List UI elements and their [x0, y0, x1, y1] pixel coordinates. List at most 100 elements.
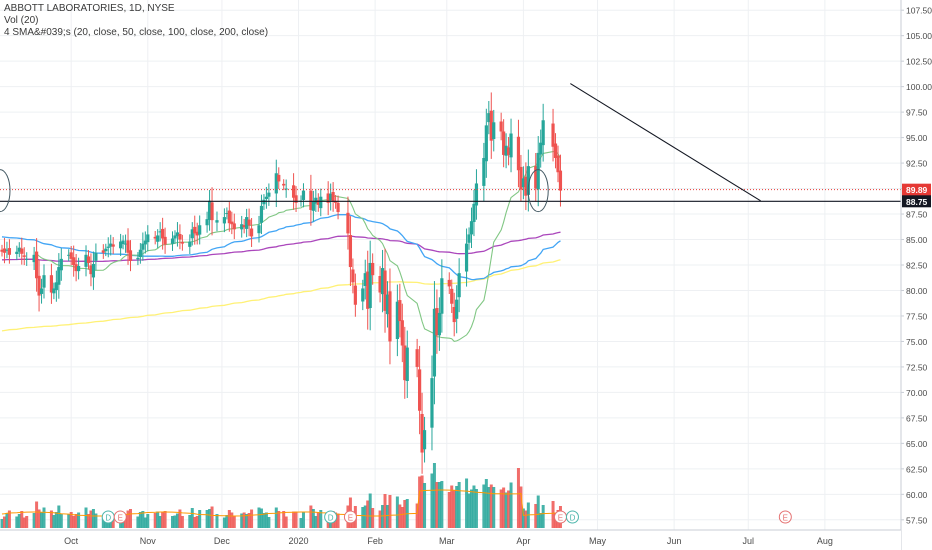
candle-body	[291, 185, 296, 198]
candle-body	[77, 266, 81, 272]
candle-body	[309, 190, 313, 210]
sma-200-line	[1, 259, 561, 332]
candle-body	[72, 257, 76, 265]
volume-bar	[146, 514, 150, 528]
candle	[440, 259, 444, 333]
volume-bar	[472, 485, 476, 528]
candle	[158, 222, 162, 242]
candle-body	[558, 170, 563, 191]
volume-bar	[534, 504, 538, 528]
volume-bar	[363, 505, 367, 528]
candle	[301, 183, 306, 208]
volume-bar	[136, 516, 140, 528]
candle	[247, 208, 251, 237]
volume-bar	[292, 511, 296, 528]
candle-body	[49, 275, 54, 293]
candle-body	[437, 312, 441, 336]
candle-body	[553, 143, 558, 158]
volume-bar	[267, 517, 271, 528]
volume-bar	[415, 503, 419, 528]
volume-ma-line	[1, 489, 561, 517]
event-marker-label: D	[328, 514, 334, 523]
volume-bar	[519, 486, 523, 528]
candle-body	[383, 270, 387, 311]
volume-bar	[126, 510, 130, 528]
price-badge-label: 88.75	[906, 197, 928, 207]
candle	[104, 243, 108, 257]
time-tick-label: Dec	[214, 536, 231, 546]
candle-body	[405, 347, 409, 381]
volume-bar	[37, 509, 41, 528]
candle	[74, 254, 78, 282]
candle	[400, 303, 404, 363]
price-tick-label: 92.50	[906, 159, 928, 169]
candle-body	[247, 219, 251, 226]
candle-body	[37, 275, 41, 296]
price-tick-label: 72.50	[906, 362, 928, 372]
volume-bar	[205, 510, 209, 528]
volume-bar	[141, 511, 145, 528]
candle	[420, 392, 424, 474]
candle-body	[536, 152, 540, 190]
candle	[482, 142, 486, 201]
candle	[59, 248, 63, 281]
candle-body	[274, 173, 278, 194]
candle-body	[121, 240, 125, 245]
candle-body	[418, 369, 422, 411]
volume-bar	[77, 512, 81, 528]
candle-body	[259, 205, 264, 223]
candle-body	[86, 256, 91, 263]
candle	[274, 159, 278, 208]
candle	[437, 297, 441, 351]
candle-body	[422, 430, 427, 450]
candle	[521, 166, 525, 200]
candle-body	[230, 221, 234, 225]
candle-body	[104, 248, 108, 252]
price-tick-label: 65.00	[906, 439, 928, 449]
candle-body	[69, 252, 73, 259]
event-marker	[343, 510, 357, 524]
candle-body	[282, 183, 286, 186]
price-tick-label: 97.50	[906, 108, 928, 118]
candle	[395, 284, 399, 357]
event-marker-label: E	[118, 514, 123, 523]
volume-bar	[509, 482, 513, 528]
candle-body	[526, 166, 530, 195]
candle-body	[25, 258, 29, 260]
candle-body	[20, 248, 24, 254]
candle-body	[472, 203, 476, 222]
candle-body	[499, 121, 503, 132]
trendline	[570, 83, 761, 202]
price-tick-label: 85.00	[906, 235, 928, 245]
candle	[242, 218, 246, 234]
volume-bar	[262, 513, 266, 528]
candle	[20, 237, 24, 265]
candle-body	[109, 243, 113, 247]
candle	[42, 264, 46, 299]
candle	[506, 136, 511, 166]
candle-body	[153, 236, 157, 239]
candle	[504, 133, 508, 169]
volume-bar	[388, 495, 392, 528]
candle	[487, 101, 491, 135]
volume-bar	[366, 500, 370, 528]
volume-bar	[294, 511, 298, 528]
volume-bar	[227, 510, 231, 528]
candle	[333, 195, 338, 209]
candle	[86, 250, 91, 270]
volume-bar	[232, 515, 236, 528]
candle	[309, 174, 313, 226]
candle-body	[198, 225, 202, 235]
volume-bar	[215, 514, 219, 528]
volume-bar	[15, 516, 19, 528]
candle-body	[180, 241, 184, 244]
event-marker-label: E	[558, 514, 563, 523]
candle	[249, 217, 254, 247]
candle	[422, 416, 427, 463]
volume-bar	[161, 512, 165, 528]
event-marker	[324, 510, 338, 524]
candle	[277, 167, 281, 190]
volume-bar	[22, 517, 26, 528]
volume-bar	[440, 481, 444, 528]
